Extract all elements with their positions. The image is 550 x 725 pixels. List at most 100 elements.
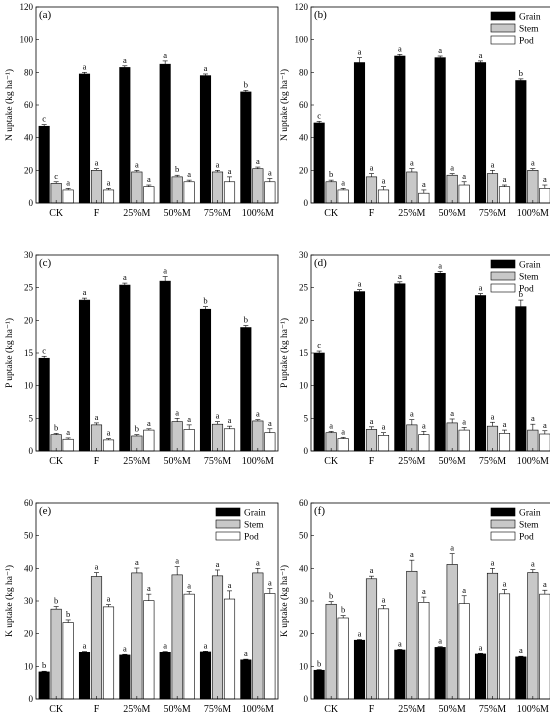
y-tick-label: 25 (24, 283, 34, 293)
legend: Grain Stem Pod (490, 11, 541, 47)
significance-letter: a (398, 43, 402, 53)
significance-letter: b (341, 605, 345, 615)
y-tick-label: 100 (20, 35, 34, 45)
significance-letter: a (147, 583, 151, 593)
significance-letter: a (228, 580, 232, 590)
significance-letter: a (398, 271, 402, 281)
significance-letter: a (216, 559, 220, 569)
legend-swatch-grain (490, 259, 516, 269)
significance-letter: a (228, 415, 232, 425)
bar-stem (171, 574, 183, 700)
significance-letter: a (329, 420, 333, 430)
legend-swatch-stem (215, 519, 241, 529)
significance-letter: a (410, 158, 414, 168)
significance-letter: a (382, 595, 386, 605)
x-tick-label: CK (324, 208, 339, 219)
x-tick-label: 50%M (164, 208, 191, 219)
significance-letter: a (135, 557, 139, 567)
panel-label: (c) (39, 257, 52, 269)
y-tick-label: 40 (299, 563, 309, 573)
y-tick-label: 10 (24, 381, 34, 391)
y-tick-label: 0 (29, 694, 34, 704)
bar-stem (406, 171, 418, 204)
bar-grain (515, 306, 527, 452)
legend-label-grain: Grain (519, 509, 541, 519)
legend-swatch-pod (490, 531, 516, 541)
significance-letter: b (203, 296, 207, 306)
bar-pod (62, 189, 74, 204)
bar-stem (171, 176, 183, 204)
x-tick-label: 50%M (439, 704, 466, 715)
x-tick-label: 100%M (517, 704, 549, 715)
significance-letter: a (462, 171, 466, 181)
significance-letter: a (107, 177, 111, 187)
y-tick-label: 30 (24, 596, 34, 606)
x-tick-label: 100%M (517, 456, 549, 467)
significance-letter: a (204, 640, 208, 650)
x-tick-label: 75%M (479, 456, 506, 467)
x-tick-label: 100%M (242, 704, 274, 715)
bar-stem (365, 578, 378, 700)
x-tick-label: F (94, 704, 100, 715)
significance-letter: a (479, 50, 483, 60)
legend-label-grain: Grain (244, 509, 266, 519)
significance-letter: a (107, 428, 111, 438)
bar-grain (78, 651, 91, 700)
significance-letter: c (317, 340, 321, 350)
bar-pod (539, 188, 550, 204)
significance-letter: a (410, 409, 414, 419)
bar-grain (38, 671, 50, 700)
panel-label: (e) (39, 505, 52, 517)
significance-letter: a (422, 179, 426, 189)
bar-grain (394, 55, 406, 204)
significance-letter: a (422, 420, 426, 430)
x-tick-label: CK (49, 704, 64, 715)
significance-letter: a (187, 581, 191, 591)
significance-letter: a (438, 636, 442, 646)
y-tick-label: 40 (299, 133, 309, 143)
significance-letter: c (317, 110, 321, 120)
bar-pod (377, 435, 390, 452)
legend-swatch-stem (490, 23, 516, 33)
x-tick-label: 50%M (164, 704, 191, 715)
significance-letter: a (216, 411, 220, 421)
significance-letter: b (329, 591, 333, 601)
x-tick-label: 75%M (479, 704, 506, 715)
x-tick-label: F (94, 456, 100, 467)
bar-pod (223, 598, 236, 700)
significance-letter: a (135, 159, 139, 169)
bar-pod (377, 608, 390, 700)
bar-pod (62, 438, 74, 452)
bar-grain (119, 284, 131, 452)
y-tick-label: 40 (24, 133, 34, 143)
significance-letter: a (83, 287, 87, 297)
y-tick-label: 50 (24, 531, 34, 541)
significance-letter: a (450, 163, 454, 173)
legend: Grain Stem Pod (490, 259, 541, 295)
legend-swatch-stem (490, 271, 516, 281)
significance-letter: b (54, 596, 58, 606)
significance-letter: a (95, 412, 99, 422)
significance-letter: a (175, 407, 179, 417)
bar-pod (539, 433, 550, 452)
significance-letter: a (422, 586, 426, 596)
significance-letter: a (341, 177, 345, 187)
bar-pod (223, 428, 236, 452)
bar-grain (119, 654, 131, 700)
bar-grain (353, 291, 366, 452)
significance-letter: a (503, 579, 507, 589)
bar-stem (252, 420, 264, 452)
y-tick-label: 30 (299, 250, 309, 260)
significance-letter: b (329, 169, 333, 179)
bar-grain (394, 283, 406, 452)
bar-grain (159, 280, 171, 452)
y-tick-label: 25 (299, 283, 309, 293)
significance-letter: a (462, 416, 466, 426)
bar-pod (458, 184, 470, 204)
bar-stem (90, 170, 103, 204)
significance-letter: a (479, 642, 483, 652)
significance-letter: b (317, 659, 321, 669)
bar-grain (515, 80, 527, 204)
x-tick-label: 100%M (242, 456, 274, 467)
